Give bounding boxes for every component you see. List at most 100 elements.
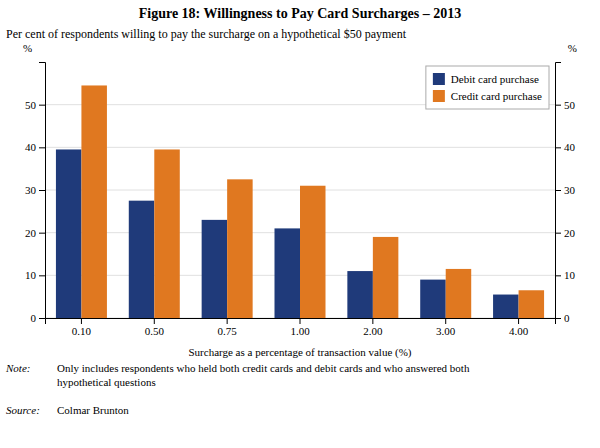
legend-item: Debit card purchase — [433, 73, 539, 85]
y2-tick-label: 40 — [564, 141, 576, 153]
x-tick-mark — [154, 318, 155, 324]
legend-items: Debit card purchase Credit card purchase — [433, 73, 542, 102]
y2-axis-label: % — [568, 42, 577, 54]
y-tick: 50 — [25, 99, 45, 111]
y2-tick-mark — [555, 275, 561, 276]
bar-series — [81, 85, 544, 318]
x-tick-mark — [81, 318, 82, 324]
annotation-label: Source: — [6, 404, 40, 416]
y2-tick: 20 — [555, 227, 576, 239]
bar — [347, 271, 373, 318]
plot: 0.100.500.751.002.003.004.00010203040500… — [25, 63, 576, 337]
x-tick: 3.00 — [436, 318, 456, 337]
y-tick: 10 — [25, 269, 45, 281]
x-tick: 0.75 — [218, 318, 238, 337]
x-tick-mark — [518, 318, 519, 324]
bar — [446, 269, 472, 318]
x-tick: 1.00 — [290, 318, 310, 337]
bar — [56, 149, 82, 318]
y-tick: 40 — [25, 141, 45, 153]
y2-tick: 50 — [555, 99, 576, 111]
y2-tick-label: 50 — [564, 99, 576, 111]
x-tick-mark — [227, 318, 228, 324]
y2-tick-label: 30 — [564, 184, 576, 196]
x-tick-label: 0.50 — [145, 325, 165, 337]
annotation-line: Note: — [5, 362, 30, 374]
axis-line — [556, 63, 562, 319]
bar — [81, 85, 107, 318]
bar — [275, 228, 301, 318]
annotation-line: Source: — [6, 404, 40, 416]
grid-line — [45, 147, 555, 148]
legend-swatch — [433, 73, 445, 85]
legend-box — [426, 66, 549, 109]
x-tick: 4.00 — [509, 318, 529, 337]
y-tick-label: 0 — [31, 312, 37, 324]
bar — [373, 237, 399, 318]
legend: Debit card purchase Credit card purchase — [426, 66, 549, 109]
y-tick-mark — [39, 105, 45, 106]
bar — [300, 186, 326, 318]
y-tick: 0 — [31, 312, 46, 324]
y-tick: 30 — [25, 184, 45, 196]
subtitle: Per cent of respondents willing to pay t… — [6, 27, 407, 41]
y-tick-label: 50 — [25, 99, 37, 111]
y-axis-label: % — [23, 42, 32, 54]
bar — [154, 149, 180, 318]
x-tick: 2.00 — [363, 318, 383, 337]
y-tick-mark — [39, 233, 45, 234]
y2-tick-label: 20 — [564, 227, 576, 239]
x-tick-mark — [300, 318, 301, 324]
y2-tick: 40 — [555, 141, 576, 153]
bar — [519, 290, 545, 318]
x-tick-label: 4.00 — [509, 325, 529, 337]
bars — [56, 85, 544, 318]
y-axis: 0 10 20 30 40 50 — [25, 63, 46, 325]
y-tick: 20 — [25, 227, 45, 239]
x-tick: 0.50 — [145, 318, 165, 337]
y2-tick-mark — [555, 105, 561, 106]
y-tick-mark — [39, 147, 45, 148]
legend-swatch — [433, 90, 445, 102]
x-tick-label: 0.75 — [218, 325, 238, 337]
bar — [420, 280, 446, 318]
x-tick-label: 0.10 — [72, 325, 92, 337]
annotation-text: Colmar Brunton — [57, 404, 129, 416]
y-tick-mark — [39, 190, 45, 191]
y2-tick: 30 — [555, 184, 576, 196]
y-tick-label: 40 — [25, 141, 37, 153]
x-axis-label: Surcharge as a percentage of transaction… — [188, 346, 411, 359]
bar — [493, 295, 518, 318]
bar — [202, 220, 228, 318]
y-tick-label: 20 — [25, 227, 37, 239]
legend-item: Credit card purchase — [433, 90, 542, 102]
y2-tick-mark — [555, 147, 561, 148]
y-tick-label: 10 — [25, 269, 37, 281]
bar — [227, 179, 253, 318]
bar — [129, 201, 155, 318]
y-tick-mark — [39, 318, 45, 319]
x-tick: 0.10 — [72, 318, 92, 337]
title: Figure 18: Willingness to Pay Card Surch… — [139, 6, 462, 21]
y-tick-label: 30 — [25, 184, 37, 196]
x-tick-label: 1.00 — [290, 325, 310, 337]
x-tick-mark — [372, 318, 373, 324]
x-tick-label: 2.00 — [363, 325, 383, 337]
x-axis: 0.10 0.50 0.75 1.00 2.00 3.00 4.00 — [46, 318, 556, 337]
y2-tick-label: 10 — [564, 269, 576, 281]
y2-tick-label: 0 — [564, 312, 570, 324]
axis-line — [39, 63, 46, 319]
x-tick-mark — [445, 318, 446, 324]
grid — [45, 105, 555, 318]
legend-label: Credit card purchase — [451, 90, 542, 102]
y2-tick-mark — [555, 233, 561, 234]
annotation-line: hypothetical questions — [57, 376, 156, 388]
annotation-label: Note: — [5, 362, 30, 374]
y2-tick: 10 — [555, 269, 576, 281]
axis-line — [46, 319, 556, 325]
y2-axis: 0 10 20 30 40 50 — [555, 63, 576, 325]
y-tick-mark — [39, 275, 45, 276]
legend-label: Debit card purchase — [451, 73, 539, 85]
bar-series — [56, 149, 519, 318]
chart: Figure 18: Willingness to Pay Card Surch… — [0, 0, 600, 448]
